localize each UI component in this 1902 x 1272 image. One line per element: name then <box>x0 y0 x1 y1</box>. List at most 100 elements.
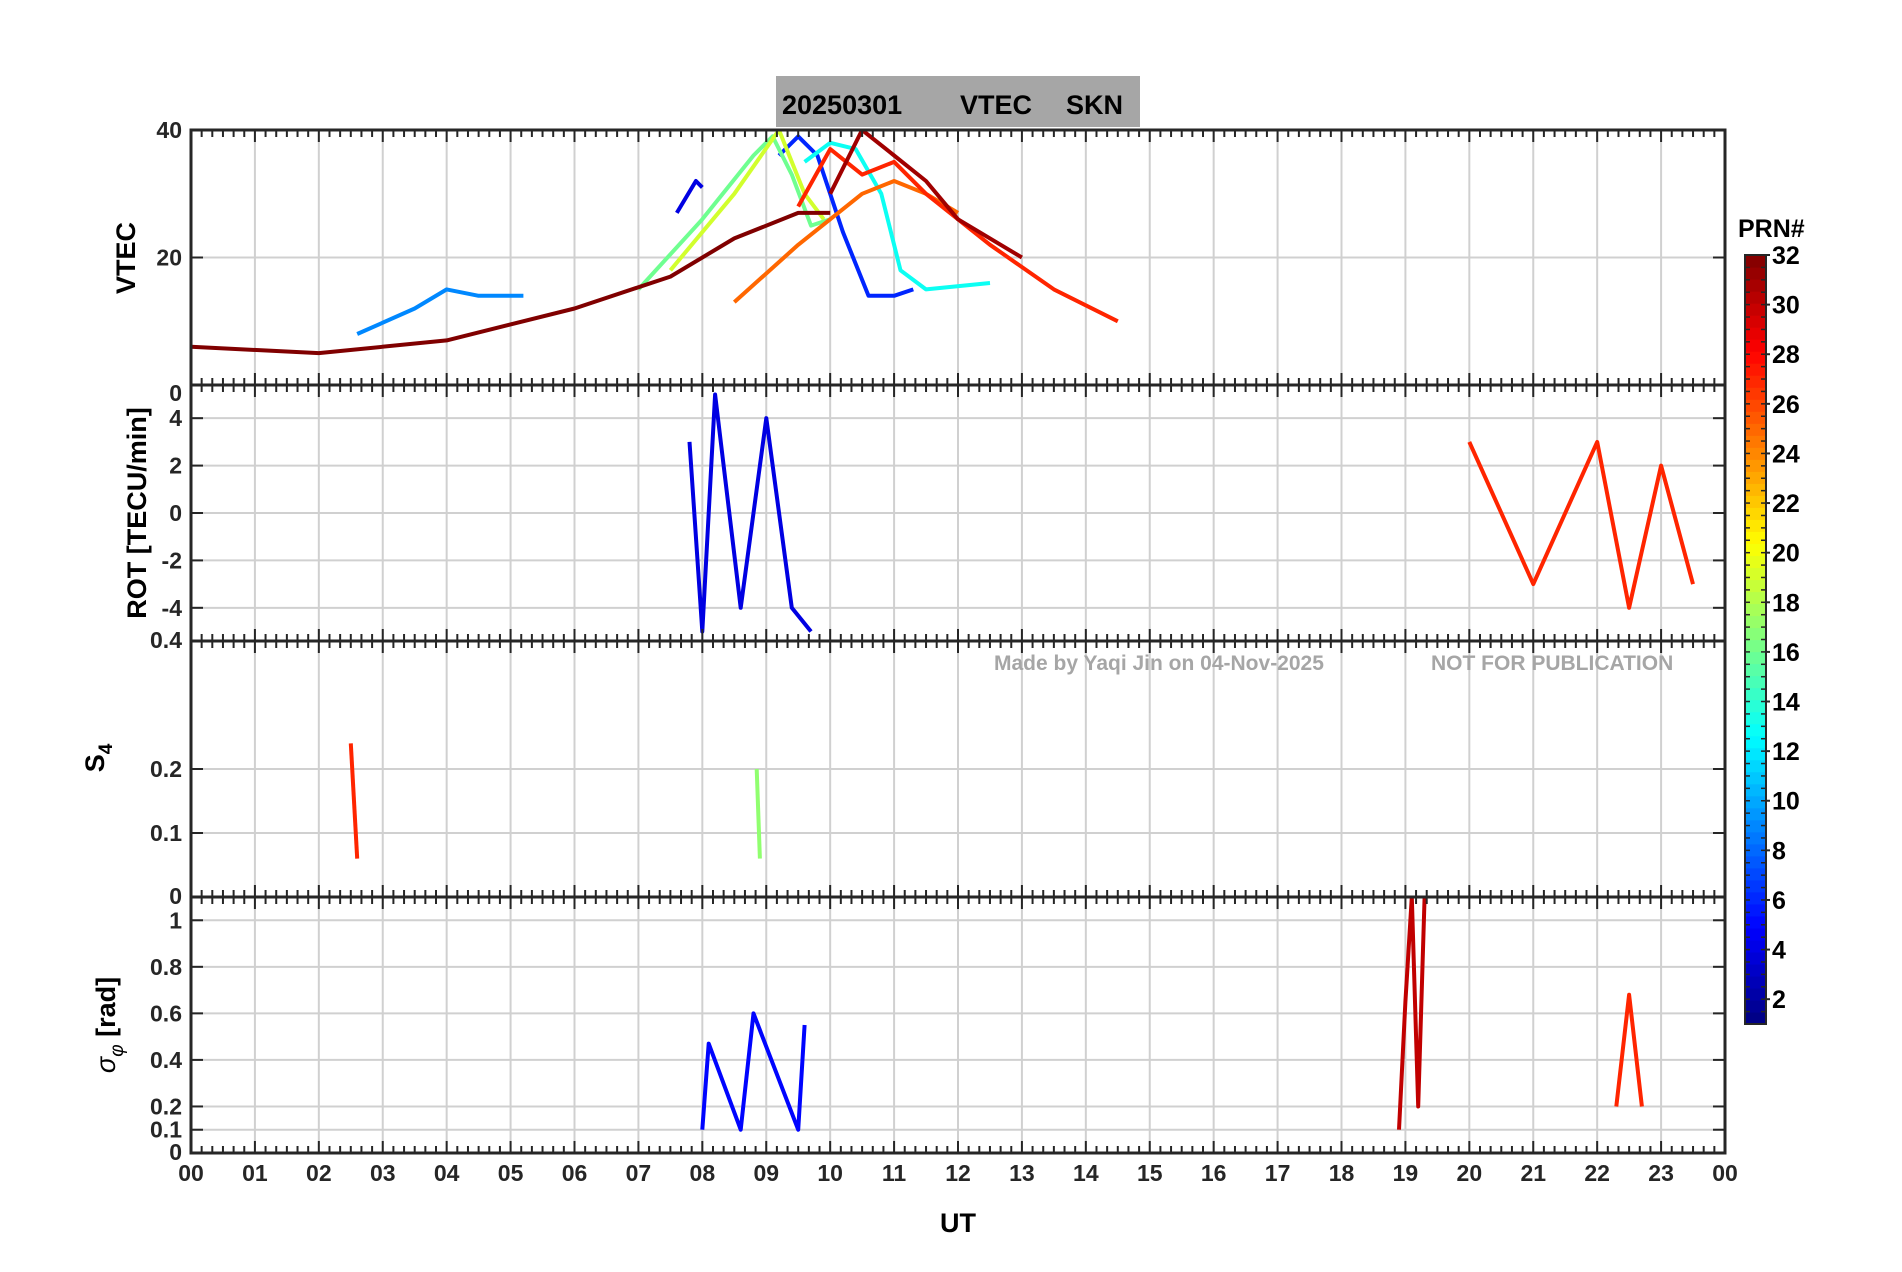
figure-title: 20250301 VTEC SKN <box>776 76 1140 127</box>
s4-series-prn-17 <box>754 768 762 859</box>
x-tick-label: 23 <box>1648 1160 1674 1186</box>
colorbar-tick-label: 26 <box>1772 391 1800 419</box>
vtec-series-group <box>191 130 1119 356</box>
s4-ytick-label: 0.2 <box>150 756 182 782</box>
colorbar-tick-label: 10 <box>1772 788 1800 816</box>
colorbar-segment <box>1745 1011 1766 1025</box>
rot-ytick-label-top: 0 <box>169 380 182 406</box>
s4-ytick-label-bottom: 0 <box>169 883 182 909</box>
x-tick-label: 02 <box>306 1160 332 1186</box>
colorbar-segment <box>1745 447 1766 460</box>
colorbar-segment <box>1745 699 1766 713</box>
colorbar-segment <box>1745 723 1766 737</box>
x-tick-label: 11 <box>882 1160 907 1186</box>
colorbar-segment <box>1745 375 1766 388</box>
rot-ytick-label: 0 <box>169 500 182 526</box>
vtec-ytick-label: 20 <box>156 245 182 271</box>
colorbar-segment <box>1745 771 1766 785</box>
colorbar-segment <box>1745 735 1766 749</box>
colorbar-segment <box>1745 303 1766 316</box>
sigma_phi-ytick-label: 0.4 <box>150 1047 182 1073</box>
grid-lines <box>191 130 1725 1153</box>
colorbar-gradient <box>1745 255 1766 1025</box>
sigma_phi-ytick-label: 1 <box>169 907 182 933</box>
colorbar-segment <box>1745 363 1766 376</box>
colorbar-segment <box>1745 291 1766 304</box>
vtec-series-prn-9 <box>356 287 524 336</box>
rot-series-prn-27 <box>1467 439 1695 610</box>
colorbar-tick-label: 2 <box>1772 986 1786 1014</box>
s4-ytick-label: 0.1 <box>150 820 182 846</box>
colorbar-segment <box>1745 351 1766 364</box>
colorbar-segment <box>1745 315 1766 328</box>
title-station: SKN <box>1066 90 1123 120</box>
colorbar-segment <box>1745 339 1766 352</box>
title-date: 20250301 <box>782 90 902 120</box>
colorbar-segment <box>1745 891 1766 905</box>
colorbar-label: PRN# <box>1738 215 1805 243</box>
colorbar-segment <box>1745 267 1766 280</box>
colorbar-segment <box>1745 435 1766 448</box>
colorbar-segment <box>1745 279 1766 292</box>
colorbar-segment <box>1745 999 1766 1013</box>
x-tick-label: 03 <box>370 1160 396 1186</box>
colorbar-segment <box>1745 327 1766 340</box>
colorbar-segment <box>1745 471 1766 484</box>
colorbar-tick-label: 24 <box>1772 440 1800 468</box>
s4-series-prn-27 <box>348 743 360 859</box>
colorbar-tick-label: 30 <box>1772 292 1800 320</box>
vtec-series-prn-31 <box>828 130 1023 260</box>
x-tick-label: 18 <box>1329 1160 1355 1186</box>
colorbar-segment <box>1745 843 1766 857</box>
colorbar-segment <box>1745 831 1766 845</box>
vtec-series-prn-19 <box>668 130 826 272</box>
colorbar-segment <box>1745 507 1766 520</box>
x-axis-label: UT <box>940 1208 976 1238</box>
colorbar-segment <box>1745 855 1766 869</box>
x-tick-label: 12 <box>945 1160 971 1186</box>
colorbar-tick-label: 20 <box>1772 540 1800 568</box>
colorbar-segment <box>1745 255 1766 268</box>
vtec-series-prn-4 <box>675 179 704 214</box>
colorbar-segment <box>1745 711 1766 725</box>
vtec-series-prn-27 <box>796 147 1119 324</box>
colorbar-segment <box>1745 915 1766 929</box>
colorbar-segment <box>1745 555 1766 569</box>
s4-series-group <box>348 743 762 859</box>
colorbar-segment <box>1745 567 1766 581</box>
colorbar-tick-label: 6 <box>1772 887 1786 915</box>
x-tick-label: 01 <box>242 1160 268 1186</box>
colorbar-tick-label: 22 <box>1772 490 1800 518</box>
colorbar-segment <box>1745 747 1766 761</box>
sigma-phi-ylabel: σφ [rad] <box>91 977 128 1073</box>
x-tick-label: 17 <box>1265 1160 1291 1186</box>
colorbar-segment <box>1745 675 1766 689</box>
sigma_phi-ytick-label: 0.8 <box>150 954 182 980</box>
rot-ylabel: ROT [TECU/min] <box>122 407 152 618</box>
colorbar-tick-label: 32 <box>1772 242 1800 270</box>
colorbar-segment <box>1745 819 1766 833</box>
x-tick-label: 08 <box>690 1160 716 1186</box>
colorbar-segment <box>1745 603 1766 617</box>
colorbar-segment <box>1745 411 1766 424</box>
colorbar-segment <box>1745 687 1766 701</box>
colorbar-segment <box>1745 519 1766 532</box>
x-tick-label: 13 <box>1009 1160 1035 1186</box>
sigma_phi-ytick-label: 0.2 <box>150 1093 182 1119</box>
watermark-made-by: Made by Yaqi Jin on 04-Nov-2025 <box>994 652 1324 675</box>
colorbar-segment <box>1745 759 1766 773</box>
x-tick-label: 07 <box>626 1160 652 1186</box>
colorbar-segment <box>1745 591 1766 605</box>
colorbar-tick-label: 8 <box>1772 837 1786 865</box>
colorbar-tick-label: 18 <box>1772 589 1800 617</box>
sigma_phi-ytick-label: 0.6 <box>150 1000 182 1026</box>
colorbar-segment <box>1745 807 1766 821</box>
vtec-series-prn-13 <box>803 140 991 292</box>
colorbar-segment <box>1745 987 1766 1001</box>
colorbar-segment <box>1745 543 1766 556</box>
x-tick-label: 00 <box>1712 1160 1738 1186</box>
x-tick-label: 05 <box>498 1160 524 1186</box>
colorbar-segment <box>1745 927 1766 941</box>
x-tick-label: 04 <box>434 1160 460 1186</box>
